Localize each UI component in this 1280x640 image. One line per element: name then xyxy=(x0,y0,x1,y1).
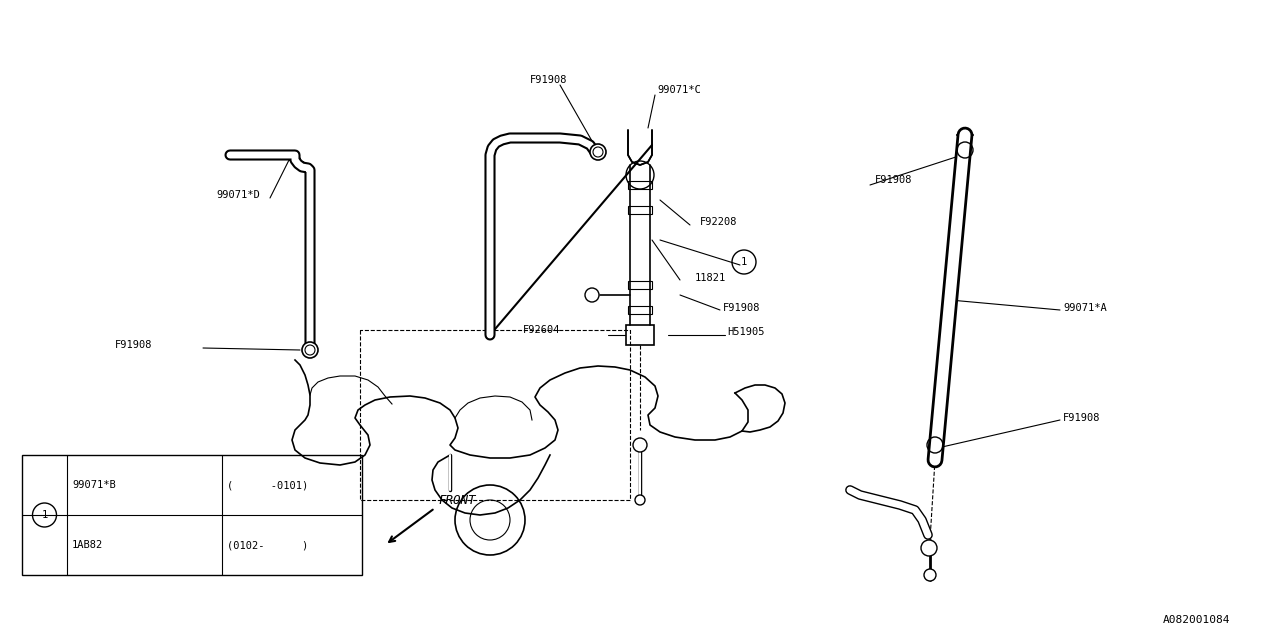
Text: F92208: F92208 xyxy=(700,217,737,227)
Text: A082001084: A082001084 xyxy=(1162,615,1230,625)
Bar xyxy=(628,281,652,289)
Text: 99071*C: 99071*C xyxy=(657,85,700,95)
Circle shape xyxy=(593,147,603,157)
Bar xyxy=(628,206,652,214)
Text: F91908: F91908 xyxy=(115,340,152,350)
Text: F91908: F91908 xyxy=(723,303,760,313)
Bar xyxy=(628,181,652,189)
Circle shape xyxy=(635,495,645,505)
Text: 11821: 11821 xyxy=(695,273,726,283)
Bar xyxy=(626,325,654,345)
Circle shape xyxy=(924,569,936,581)
Text: (      -0101): ( -0101) xyxy=(227,480,308,490)
Circle shape xyxy=(634,438,646,452)
Text: F91908: F91908 xyxy=(530,75,567,85)
Text: (0102-      ): (0102- ) xyxy=(227,540,308,550)
Bar xyxy=(22,455,362,575)
Circle shape xyxy=(590,144,605,160)
Text: 1AB82: 1AB82 xyxy=(72,540,104,550)
Text: 1: 1 xyxy=(741,257,748,267)
Text: 99071*B: 99071*B xyxy=(72,480,115,490)
Text: H51905: H51905 xyxy=(727,327,764,337)
Text: F92604: F92604 xyxy=(522,325,561,335)
Text: 99071*A: 99071*A xyxy=(1062,303,1107,313)
Text: FRONT: FRONT xyxy=(438,493,475,506)
Text: F91908: F91908 xyxy=(876,175,913,185)
Circle shape xyxy=(305,345,315,355)
Circle shape xyxy=(922,540,937,556)
Text: 1: 1 xyxy=(41,510,47,520)
Circle shape xyxy=(302,342,317,358)
Text: 99071*D: 99071*D xyxy=(216,190,260,200)
Text: F91908: F91908 xyxy=(1062,413,1101,423)
Bar xyxy=(628,306,652,314)
Circle shape xyxy=(585,288,599,302)
